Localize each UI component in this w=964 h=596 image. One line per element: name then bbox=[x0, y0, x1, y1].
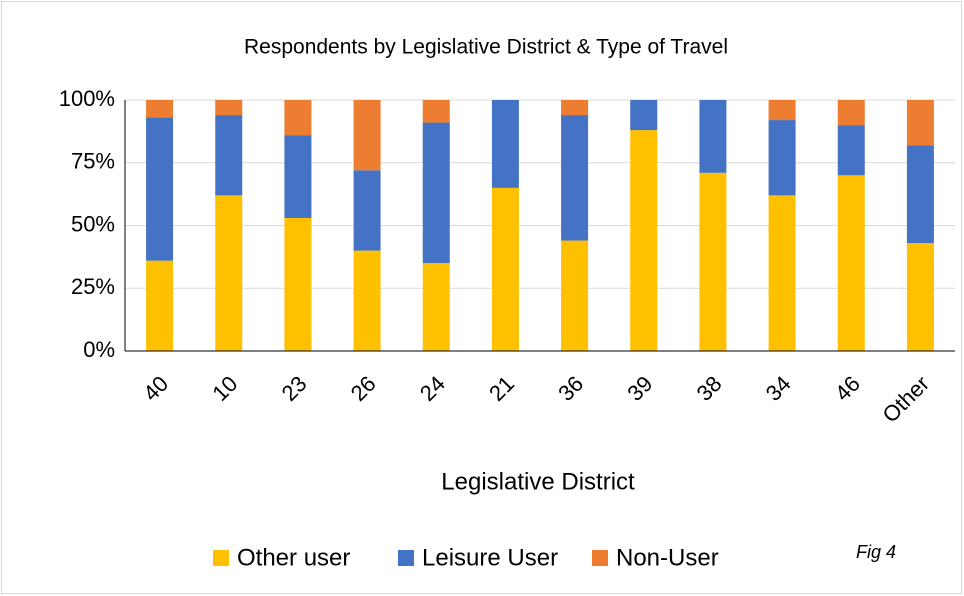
bar-segment bbox=[491, 187, 519, 351]
bar-segment bbox=[146, 117, 174, 261]
legend-label: Leisure User bbox=[422, 544, 558, 571]
bar-segment bbox=[768, 195, 796, 351]
bar-segment bbox=[906, 100, 934, 146]
annotation: Fig 4 bbox=[856, 542, 896, 562]
legend-swatch bbox=[592, 550, 608, 566]
bar-segment bbox=[284, 100, 312, 136]
bar-segment bbox=[353, 170, 381, 251]
y-tick-label: 75% bbox=[71, 149, 115, 174]
bar-segment bbox=[422, 100, 450, 123]
bar-segment bbox=[353, 250, 381, 351]
bar-segment bbox=[284, 217, 312, 351]
legend-label: Non-User bbox=[616, 544, 719, 571]
bar-segment bbox=[422, 122, 450, 264]
bar-segment bbox=[699, 100, 727, 173]
bar-segment bbox=[146, 100, 174, 118]
y-tick-label: 25% bbox=[71, 274, 115, 299]
bar-segment bbox=[630, 100, 658, 131]
bar-segment bbox=[491, 100, 519, 188]
x-axis-title: Legislative District bbox=[441, 468, 635, 495]
bar-segment bbox=[561, 100, 589, 116]
bar-segment bbox=[561, 115, 589, 241]
bar-segment bbox=[353, 100, 381, 171]
bar-segment bbox=[215, 100, 243, 116]
bar-segment bbox=[906, 145, 934, 244]
legend-swatch bbox=[398, 550, 414, 566]
chart-title: Respondents by Legislative District & Ty… bbox=[244, 36, 728, 59]
legend-label: Other user bbox=[237, 544, 350, 571]
bar-segment bbox=[906, 243, 934, 351]
bar-segment bbox=[837, 100, 865, 126]
y-tick-label: 100% bbox=[59, 86, 115, 111]
y-tick-label: 0% bbox=[83, 337, 115, 362]
bar-segment bbox=[215, 195, 243, 351]
bar-segment bbox=[284, 135, 312, 218]
legend-swatch bbox=[213, 550, 229, 566]
bar-segment bbox=[146, 260, 174, 351]
bar-segment bbox=[837, 175, 865, 351]
bar-segment bbox=[837, 125, 865, 176]
y-tick-label: 50% bbox=[71, 211, 115, 236]
bar-segment bbox=[630, 130, 658, 351]
bar-segment bbox=[561, 240, 589, 351]
bar-segment bbox=[768, 120, 796, 196]
bar-segment bbox=[215, 115, 243, 196]
bar-segment bbox=[699, 172, 727, 351]
bar-segment bbox=[768, 100, 796, 121]
bar-segment bbox=[422, 263, 450, 351]
